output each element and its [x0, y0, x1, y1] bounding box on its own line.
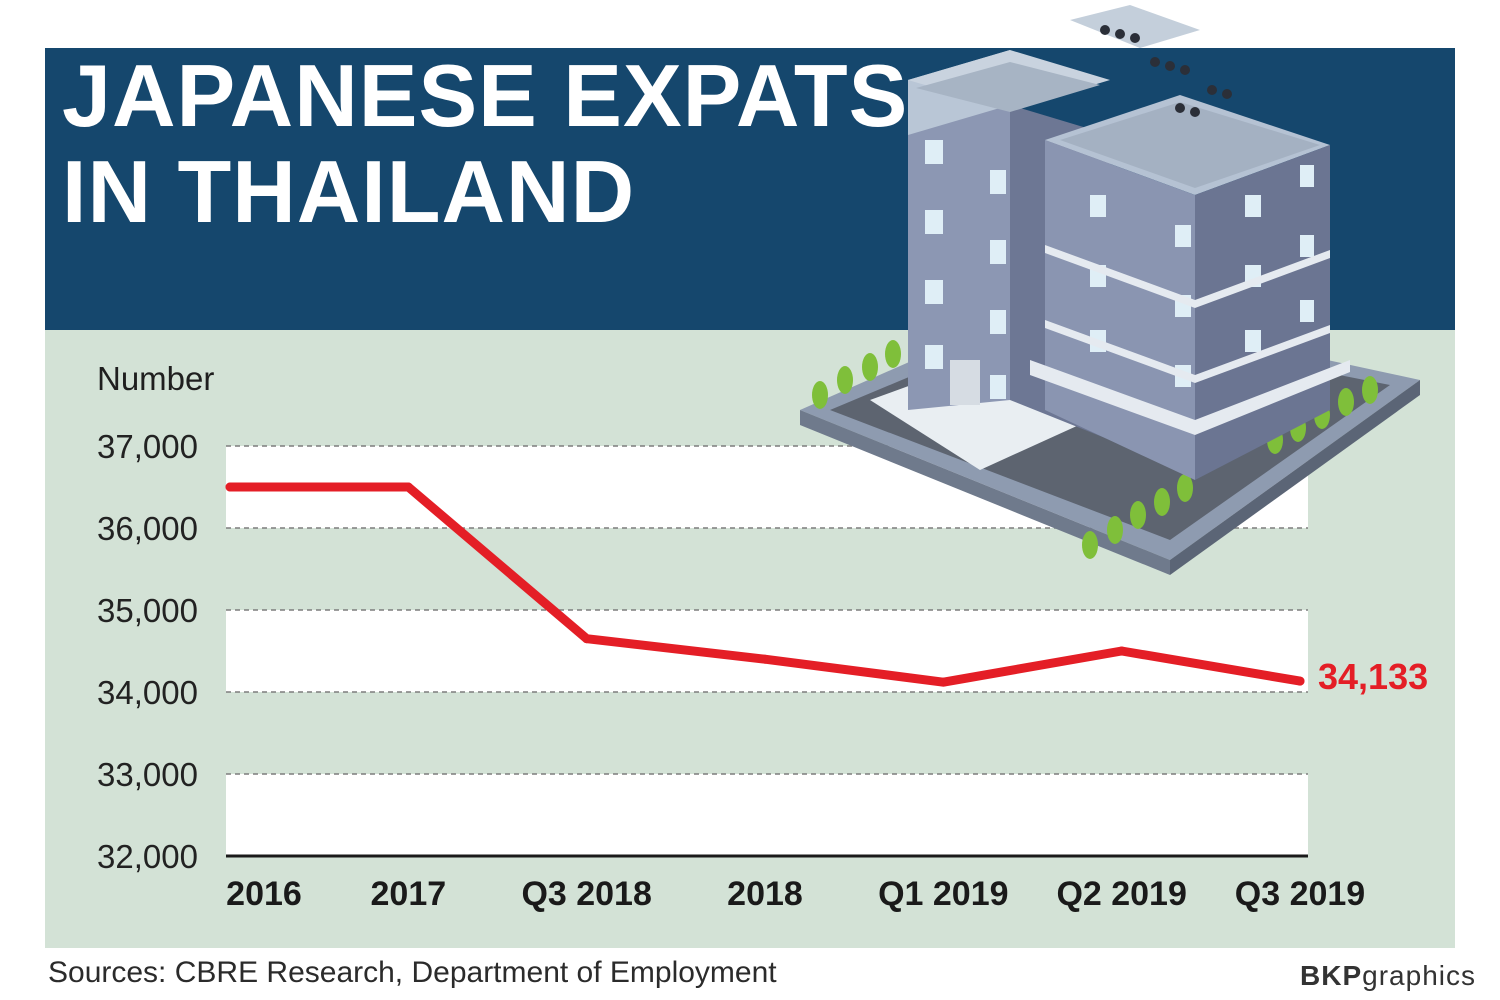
data-point: [938, 677, 948, 687]
data-point: [582, 634, 592, 644]
credit-bold: BKP: [1300, 960, 1363, 991]
y-tick-label: 32,000: [97, 838, 198, 875]
credit-rest: graphics: [1362, 960, 1476, 991]
title-line-2: IN THAILAND: [62, 142, 636, 241]
y-tick-label: 34,000: [97, 674, 198, 711]
y-tick-label: 35,000: [97, 592, 198, 629]
building-illustration: [800, 5, 1420, 575]
data-point: [1295, 676, 1305, 686]
x-tick-label: 2016: [226, 875, 302, 913]
y-tick-label: 33,000: [97, 756, 198, 793]
title-line-1: JAPANESE EXPATS: [62, 46, 909, 145]
credit-logo: BKPgraphics: [1300, 960, 1476, 992]
x-tick-label: Q1 2019: [878, 875, 1008, 913]
y-tick-label: 36,000: [97, 510, 198, 547]
y-axis-label: Number: [97, 360, 215, 397]
data-point: [403, 482, 413, 492]
x-tick-label: Q3 2019: [1235, 875, 1365, 913]
x-tick-label: 2018: [727, 875, 803, 913]
x-tick-label: Q3 2018: [521, 875, 651, 913]
grid-band: [226, 774, 1308, 856]
data-point: [225, 482, 235, 492]
x-tick-label: 2017: [371, 875, 447, 913]
x-tick-label: Q2 2019: [1056, 875, 1186, 913]
sources-note: Sources: CBRE Research, Department of Em…: [48, 956, 777, 989]
chart-title: JAPANESE EXPATS IN THAILAND: [62, 48, 908, 240]
end-value-label: 34,133: [1318, 656, 1428, 697]
data-point: [1117, 646, 1127, 656]
y-tick-label: 37,000: [97, 428, 198, 465]
data-point: [760, 654, 770, 664]
